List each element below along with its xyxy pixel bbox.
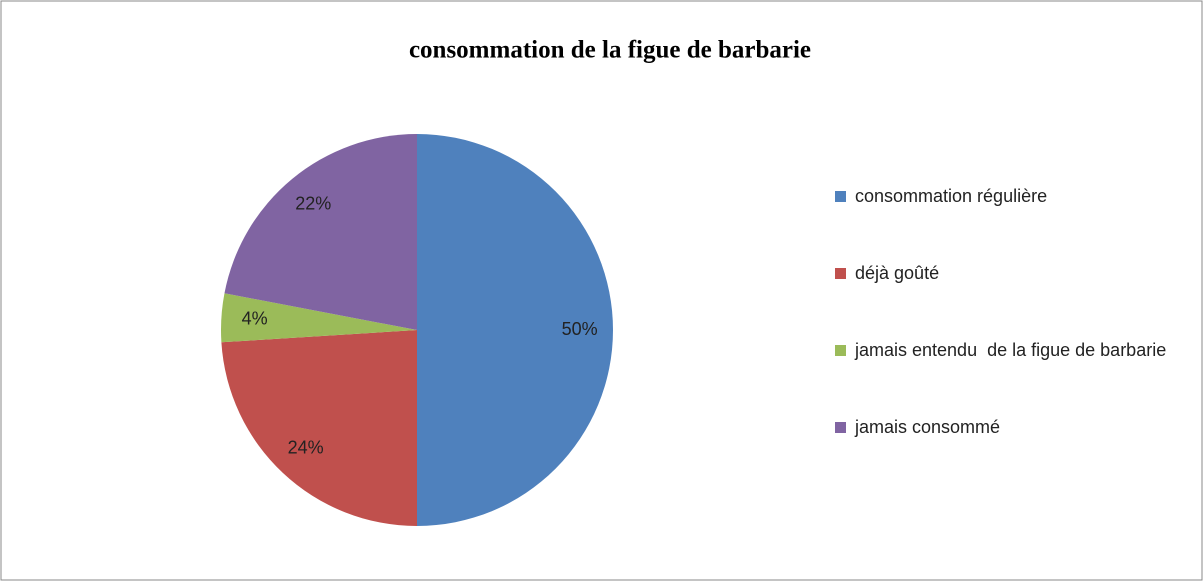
legend-item: déjà goûté (835, 257, 1195, 289)
legend-label: consommation régulière (855, 186, 1048, 206)
data-label: 4% (242, 309, 268, 329)
legend-swatch (835, 191, 846, 202)
legend-label: jamais consommé (855, 417, 1001, 437)
legend-swatch (835, 268, 846, 279)
data-label: 22% (295, 193, 331, 213)
legend: consommation régulière déjà goûté jamais e… (835, 180, 1195, 488)
data-label: 50% (562, 319, 598, 339)
pie-slice (221, 293, 417, 343)
legend-swatch (835, 422, 846, 433)
legend-item: jamais entendu de la figue de barbarie (835, 334, 1195, 366)
legend-item: jamais consommé (835, 411, 1195, 443)
legend-label: déjà goûté (855, 263, 940, 283)
legend-item: consommation régulière (835, 180, 1195, 212)
legend-label: jamais entendu de la figue de barbarie (855, 340, 1167, 360)
chart-title: consommation de la figue de barbarie (409, 37, 811, 64)
data-label: 24% (288, 437, 324, 457)
pie-slice (221, 330, 417, 526)
pie-slice (224, 133, 417, 330)
pie-slice (417, 134, 613, 526)
legend-swatch (835, 345, 846, 356)
